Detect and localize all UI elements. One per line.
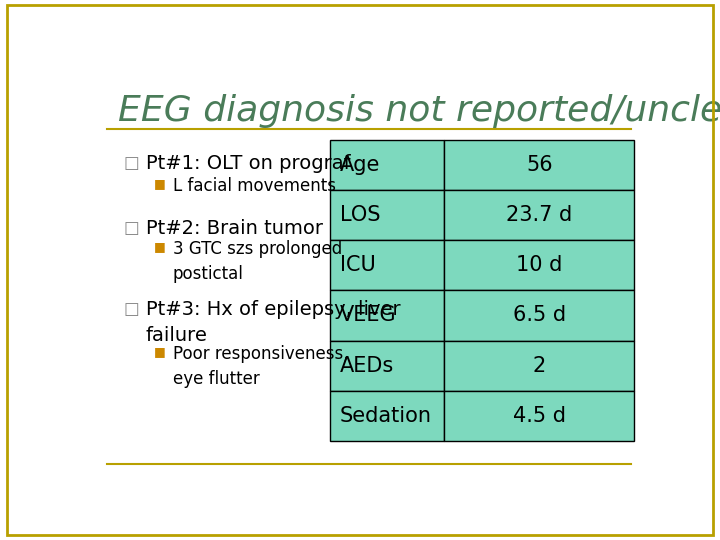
Text: Sedation: Sedation [340,406,432,426]
Bar [330,140,444,190]
Text: Age: Age [340,155,380,175]
Text: 23.7 d: 23.7 d [506,205,572,225]
Text: 6.5 d: 6.5 d [513,306,566,326]
Bar [330,190,444,240]
Text: 2: 2 [533,356,546,376]
Text: EEG diagnosis not reported/unclear (3): EEG diagnosis not reported/unclear (3) [118,94,720,128]
Bar [444,391,634,441]
Text: ICU: ICU [340,255,376,275]
Bar [330,391,444,441]
Text: VEEG: VEEG [340,306,397,326]
Text: Pt#2: Brain tumor: Pt#2: Brain tumor [145,219,323,238]
Bar [330,341,444,391]
Text: 10 d: 10 d [516,255,562,275]
Text: Pt#1: OLT on prograf: Pt#1: OLT on prograf [145,154,351,173]
Bar [444,190,634,240]
Text: 3 GTC szs prolonged
postictal: 3 GTC szs prolonged postictal [173,240,342,284]
Bar [444,341,634,391]
Text: □: □ [124,219,139,237]
Text: □: □ [124,300,139,318]
Text: □: □ [124,154,139,172]
Text: ■: ■ [154,177,166,190]
Text: L facial movements: L facial movements [173,177,336,195]
Bar [444,291,634,341]
Text: LOS: LOS [340,205,380,225]
Text: ■: ■ [154,346,166,359]
Bar [330,291,444,341]
Bar [444,240,634,291]
Text: 4.5 d: 4.5 d [513,406,566,426]
Text: Poor responsiveness,
eye flutter: Poor responsiveness, eye flutter [173,346,348,388]
Text: Pt#3: Hx of epilepsy, liver
failure: Pt#3: Hx of epilepsy, liver failure [145,300,400,345]
Bar [330,240,444,291]
Bar [444,140,634,190]
Text: 56: 56 [526,155,552,175]
Text: ■: ■ [154,240,166,253]
Text: AEDs: AEDs [340,356,395,376]
